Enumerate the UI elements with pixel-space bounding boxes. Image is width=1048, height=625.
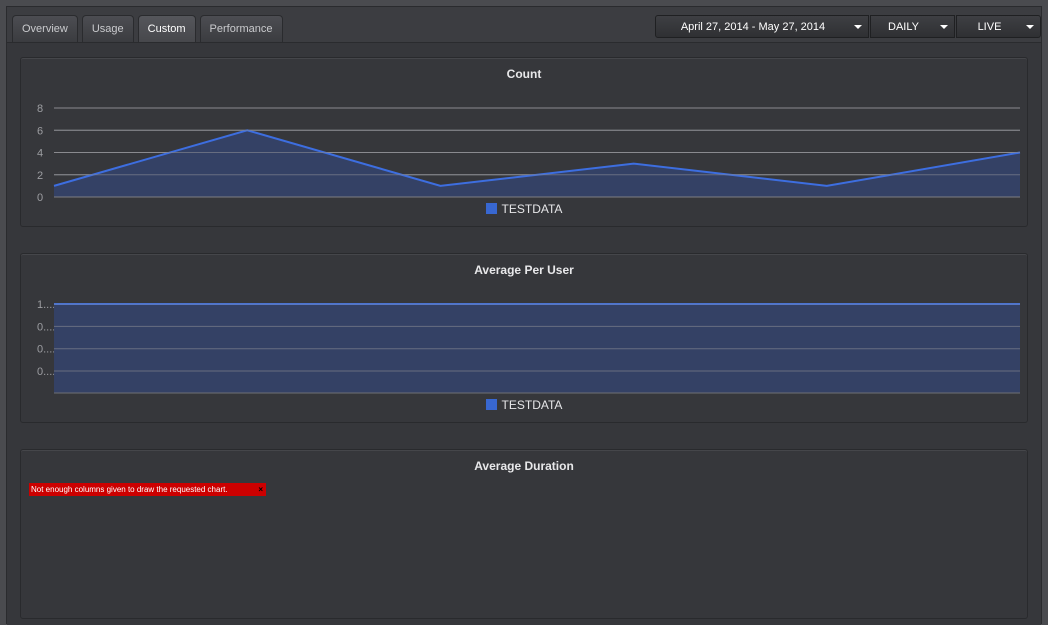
chart-error-text: Not enough columns given to draw the req… — [31, 485, 228, 494]
chevron-down-icon — [940, 25, 948, 29]
tab-bar: Overview Usage Custom Performance — [12, 15, 283, 42]
close-icon[interactable]: × — [258, 483, 263, 496]
y-tick-label: 0.... — [37, 366, 55, 378]
legend-label: TESTDATA — [502, 398, 563, 412]
date-range-dropdown[interactable]: April 27, 2014 - May 27, 2014 — [655, 15, 869, 38]
series-area — [54, 130, 1020, 197]
period-value: DAILY — [871, 16, 936, 39]
avg-duration-chart-title: Average Duration — [21, 459, 1027, 473]
legend-label: TESTDATA — [502, 202, 563, 216]
avg-per-user-panel: Average Per User 0....0....0....1.... TE… — [20, 253, 1028, 423]
chevron-down-icon — [1026, 25, 1034, 29]
mode-value: LIVE — [957, 16, 1022, 39]
tab-usage[interactable]: Usage — [82, 15, 134, 42]
y-tick-label: 4 — [37, 148, 43, 160]
period-dropdown[interactable]: DAILY — [870, 15, 955, 38]
avg-per-user-chart: 0.... 0.... 0.... 1.... — [21, 254, 1027, 422]
tab-overview[interactable]: Overview — [12, 15, 78, 42]
y-tick-label: 0.... — [37, 321, 55, 333]
y-tick-label: 8 — [37, 103, 43, 115]
legend-swatch — [486, 399, 497, 410]
y-tick-label: 1.... — [37, 299, 55, 311]
tab-custom[interactable]: Custom — [138, 15, 196, 42]
y-tick-label: 6 — [37, 125, 43, 137]
y-tick-label: 2 — [37, 170, 43, 182]
analytics-app: Overview Usage Custom Performance April … — [6, 6, 1042, 624]
tab-performance[interactable]: Performance — [200, 15, 283, 42]
mode-dropdown[interactable]: LIVE — [956, 15, 1041, 38]
avg-per-user-legend: TESTDATA — [21, 398, 1027, 412]
date-range-value: April 27, 2014 - May 27, 2014 — [656, 16, 850, 39]
chevron-down-icon — [854, 25, 862, 29]
chart-error-message: Not enough columns given to draw the req… — [29, 483, 266, 496]
filter-controls: April 27, 2014 - May 27, 2014 DAILY LIVE — [655, 15, 1041, 38]
y-tick-label: 0.... — [37, 344, 55, 356]
avg-duration-panel: Average Duration Not enough columns give… — [20, 449, 1028, 619]
count-legend: TESTDATA — [21, 202, 1027, 216]
legend-swatch — [486, 203, 497, 214]
